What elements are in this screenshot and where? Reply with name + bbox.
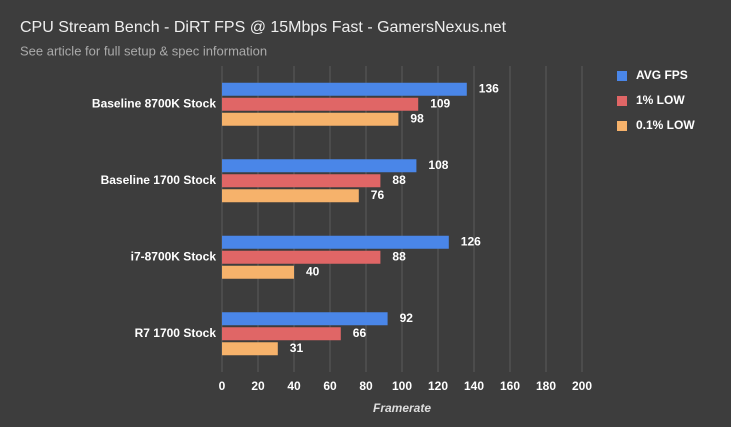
value-label: 98 bbox=[410, 111, 424, 125]
x-tick-label: 200 bbox=[572, 379, 592, 393]
legend-label: AVG FPS bbox=[636, 68, 688, 82]
y-tick-label: i7-8700K Stock bbox=[131, 249, 217, 263]
x-tick-label: 40 bbox=[287, 379, 301, 393]
value-label: 126 bbox=[461, 234, 481, 248]
value-label: 66 bbox=[353, 326, 367, 340]
x-tick-label: 120 bbox=[428, 379, 448, 393]
y-tick-label: R7 1700 Stock bbox=[135, 326, 217, 340]
x-tick-label: 0 bbox=[219, 379, 226, 393]
x-axis-label: Framerate bbox=[373, 401, 431, 415]
bar bbox=[222, 342, 278, 356]
chart-title: CPU Stream Bench - DiRT FPS @ 15Mbps Fas… bbox=[20, 19, 507, 36]
x-tick-label: 140 bbox=[464, 379, 484, 393]
bar bbox=[222, 235, 449, 249]
value-label: 109 bbox=[430, 96, 450, 110]
value-label: 108 bbox=[428, 158, 448, 172]
value-label: 31 bbox=[290, 341, 304, 355]
x-tick-label: 80 bbox=[359, 379, 373, 393]
x-tick-label: 180 bbox=[536, 379, 556, 393]
legend-swatch bbox=[617, 121, 627, 131]
x-tick-label: 20 bbox=[251, 379, 265, 393]
legend-label: 0.1% LOW bbox=[636, 118, 695, 132]
bar bbox=[222, 312, 388, 326]
bar bbox=[222, 327, 341, 341]
x-tick-label: 160 bbox=[500, 379, 520, 393]
bar bbox=[222, 112, 399, 126]
value-label: 88 bbox=[392, 249, 406, 263]
bar bbox=[222, 265, 294, 279]
x-tick-label: 60 bbox=[323, 379, 337, 393]
y-tick-label: Baseline 1700 Stock bbox=[101, 173, 217, 187]
bar bbox=[222, 82, 467, 96]
value-label: 88 bbox=[392, 173, 406, 187]
bar bbox=[222, 250, 381, 264]
bar bbox=[222, 189, 359, 203]
bar bbox=[222, 159, 417, 173]
value-label: 92 bbox=[400, 311, 414, 325]
x-tick-label: 100 bbox=[392, 379, 412, 393]
value-label: 76 bbox=[371, 188, 385, 202]
y-tick-label: Baseline 8700K Stock bbox=[92, 96, 216, 110]
bar bbox=[222, 174, 381, 188]
value-label: 136 bbox=[479, 81, 499, 95]
value-label: 40 bbox=[306, 264, 320, 278]
legend-swatch bbox=[617, 96, 627, 106]
legend-label: 1% LOW bbox=[636, 93, 685, 107]
bar bbox=[222, 97, 419, 111]
legend-swatch bbox=[617, 71, 627, 81]
chart-subtitle: See article for full setup & spec inform… bbox=[20, 43, 267, 58]
